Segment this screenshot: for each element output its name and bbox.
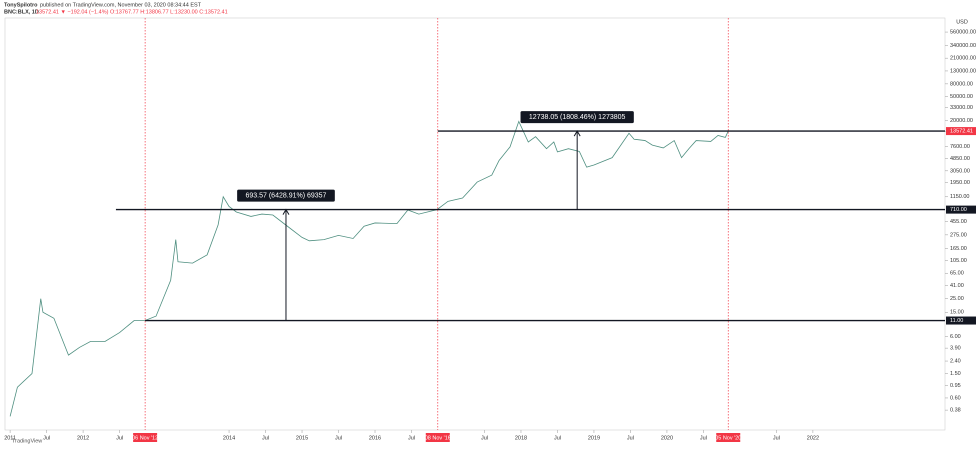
x-tick-label: Jul [43, 435, 50, 441]
y-tick-label: 0.38 [950, 408, 961, 414]
measure-box [237, 189, 335, 202]
symbol: BNC:BLX, 1D [4, 9, 39, 15]
level-label: 13572.41 [950, 129, 973, 135]
y-tick-label: 165.00 [950, 246, 967, 252]
measure-label: 693.57 (6428.91%) 69357 [245, 192, 326, 199]
x-tick-label: 2022 [807, 435, 819, 441]
y-tick-label: 20000.00 [950, 118, 973, 124]
x-tick-label: 2018 [515, 435, 527, 441]
x-tick-label: 2020 [661, 435, 673, 441]
y-tick-label: 7600.00 [950, 144, 970, 150]
y-tick-label: 210000.00 [950, 56, 976, 62]
y-tick-label: 15.00 [950, 310, 964, 316]
brand: TradingView [12, 438, 42, 444]
date-marker-box [425, 433, 450, 442]
date-marker-box [133, 433, 158, 442]
x-tick-label: 2019 [588, 435, 600, 441]
y-tick-label: 4850.00 [950, 156, 970, 162]
y-tick-label: 455.00 [950, 219, 967, 225]
y-tick-label: 0.95 [950, 383, 961, 389]
y-tick-label: 0.60 [950, 395, 961, 401]
arrow-head [573, 130, 581, 137]
level-box [946, 127, 976, 136]
author: TonySpilotro [4, 2, 38, 8]
measure-box [520, 111, 634, 124]
price-line [9, 120, 729, 417]
x-tick-label: 2015 [296, 435, 308, 441]
y-tick-label: 3.90 [950, 346, 961, 352]
x-tick-label: Jul [116, 435, 123, 441]
measure-label: 12738.05 (1808.46%) 1273805 [529, 114, 626, 121]
level-label: 710.00 [950, 207, 967, 213]
y-tick-label: 560000.00 [950, 30, 976, 36]
published: published on TradingView.com, November 0… [40, 2, 202, 8]
x-tick-label: Jul [700, 435, 707, 441]
level-label: 11.00 [950, 318, 963, 324]
x-tick-label: Jul [773, 435, 780, 441]
y-tick-label: 25.00 [950, 296, 964, 302]
y-tick-label: 105.00 [950, 258, 967, 264]
y-tick-label: 41.00 [950, 283, 964, 289]
level-box [946, 205, 976, 214]
y-tick-label: 1150.00 [950, 194, 969, 200]
ohlc: 13572.41 ▼ −192.04 (−1.4%) O:13767.77 H:… [36, 9, 228, 15]
y-tick-label: 2.40 [950, 359, 961, 365]
date-marker-label: 06 Nov '12 [132, 435, 158, 441]
y-tick-label: 275.00 [950, 232, 967, 238]
x-tick-label: Jul [408, 435, 415, 441]
x-tick-label: 2016 [369, 435, 381, 441]
x-tick-label: Jul [262, 435, 269, 441]
date-marker-label: 05 Nov '20 [715, 435, 741, 441]
y-tick-label: 65.00 [950, 271, 964, 277]
y-tick-label: 80000.00 [950, 81, 973, 87]
y-tick-label: 130000.00 [950, 68, 976, 74]
y-tick-label: 6.00 [950, 334, 961, 340]
x-tick-label: Jul [554, 435, 561, 441]
x-tick-label: 2012 [77, 435, 89, 441]
y-tick-label: 33000.00 [950, 105, 973, 111]
arrow-head [282, 208, 290, 215]
y-tick-label: 1950.00 [950, 180, 970, 186]
x-tick-label: 2011 [4, 435, 16, 441]
x-tick-label: Jul [481, 435, 488, 441]
y-tick-label: 1.50 [950, 371, 961, 377]
plot-frame [4, 17, 946, 431]
level-box [946, 316, 976, 325]
date-marker-label: 08 Nov '16 [425, 435, 451, 441]
y-tick-label: 3050.00 [950, 168, 970, 174]
x-tick-label: Jul [335, 435, 342, 441]
y-tick-label: 340000.00 [950, 43, 976, 49]
y-tick-label: 50000.00 [950, 94, 973, 100]
x-tick-label: 2014 [223, 435, 235, 441]
y-unit: USD [956, 19, 968, 25]
x-tick-label: Jul [627, 435, 634, 441]
date-marker-box [716, 433, 741, 442]
